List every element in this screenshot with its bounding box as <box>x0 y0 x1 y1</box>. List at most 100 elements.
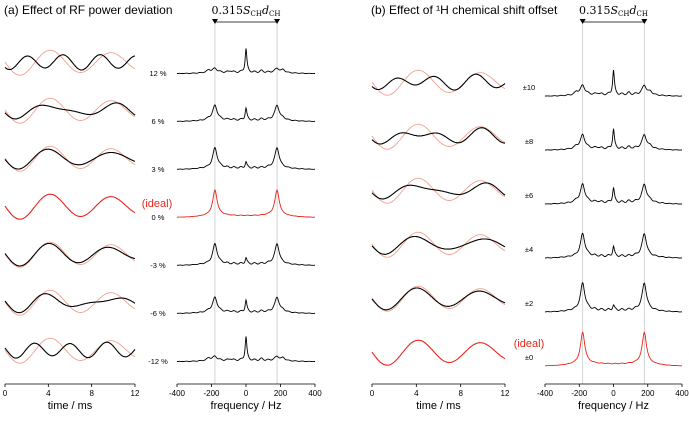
row-label: ±0 <box>525 353 533 362</box>
frequency-tick-label: 0 <box>611 389 616 398</box>
row-3: 0 % (ideal) <box>4 189 315 222</box>
row-label: 12 % <box>149 69 166 78</box>
row-6: -12 % <box>4 336 316 366</box>
spectrum-experiment <box>176 48 316 75</box>
time-tick-label: 4 <box>414 389 419 398</box>
row-2: ±6 <box>371 177 682 205</box>
time-tick-label: 0 <box>370 389 375 398</box>
time-curve-experiment <box>4 148 136 170</box>
time-axis-label: time / ms <box>48 400 93 412</box>
row-0: 12 % <box>4 48 316 78</box>
spectrum-ideal <box>545 331 682 367</box>
coupling-arrow-head-left <box>211 19 218 24</box>
time-curve-simulation <box>4 49 136 76</box>
row-label: -3 % <box>150 261 166 270</box>
time-curve-simulation <box>371 69 506 96</box>
spectrum-ideal <box>177 189 315 218</box>
time-curve-experiment <box>371 73 506 91</box>
spectrum-experiment <box>544 183 682 205</box>
time-curve-experiment <box>4 242 136 267</box>
time-curve-simulation <box>371 177 506 204</box>
time-axis: 0 4 8 12 time / ms <box>370 383 510 412</box>
time-tick-label: 12 <box>131 389 140 398</box>
time-tick-label: 0 <box>3 389 8 398</box>
frequency-tick-label: -400 <box>537 389 554 398</box>
time-tick-label: 8 <box>89 389 94 398</box>
frequency-tick-label: -400 <box>169 389 186 398</box>
row-label: ±6 <box>525 191 533 200</box>
spectrum-experiment <box>177 146 315 170</box>
frequency-tick-label: 200 <box>641 389 655 398</box>
time-curve-experiment <box>371 235 506 255</box>
coupling-arrow-head-right <box>641 19 648 24</box>
frequency-tick-label: 0 <box>244 389 249 398</box>
time-curve-simulation <box>371 231 506 258</box>
frequency-tick-label: 200 <box>274 389 288 398</box>
time-axis-label: time / ms <box>416 400 461 412</box>
spectrum-experiment <box>177 242 315 266</box>
row-label: 0 % <box>152 213 165 222</box>
spectrum-experiment <box>177 296 315 314</box>
time-curve-simulation <box>4 145 136 172</box>
row-1: 6 % <box>4 97 315 126</box>
time-curve-ideal <box>371 339 506 366</box>
row-2: 3 % <box>4 145 315 174</box>
time-curve-simulation <box>4 337 136 364</box>
time-curve-experiment <box>4 102 136 120</box>
row-label: 6 % <box>152 117 165 126</box>
ideal-label: (ideal) <box>514 338 545 350</box>
spectrum-experiment <box>545 281 682 313</box>
coupling-arrow-head-right <box>274 19 281 24</box>
row-4: -3 % <box>4 241 315 270</box>
frequency-tick-label: -200 <box>203 389 220 398</box>
time-curve-simulation <box>4 97 136 124</box>
spectrum-experiment <box>177 104 315 122</box>
row-5: ±0 (ideal) <box>371 331 682 367</box>
row-3: ±4 <box>371 231 683 259</box>
row-label: -6 % <box>150 309 166 318</box>
time-curve-experiment <box>371 182 506 200</box>
time-tick-label: 12 <box>501 389 510 398</box>
spectrum-experiment <box>545 232 683 259</box>
row-label: ±4 <box>525 245 533 254</box>
spectrum-experiment <box>545 128 682 151</box>
row-5: -6 % <box>4 289 315 318</box>
frequency-axis: -400 -200 0 200 400 frequency / Hz <box>537 383 689 412</box>
frequency-tick-label: 400 <box>675 389 689 398</box>
panel-b: (b) Effect of ¹H chemical shift offset 0.… <box>370 3 689 412</box>
spectrum-experiment <box>176 336 316 363</box>
time-curve-experiment <box>4 293 136 314</box>
ideal-label: (ideal) <box>142 198 173 210</box>
time-curve-simulation <box>4 241 136 268</box>
panel-title: (b) Effect of ¹H chemical shift offset <box>371 3 558 17</box>
frequency-tick-label: -200 <box>571 389 588 398</box>
time-curve-ideal <box>4 193 136 220</box>
time-tick-label: 8 <box>458 389 463 398</box>
row-1: ±8 <box>371 123 682 151</box>
row-label: ±8 <box>525 137 533 146</box>
coupling-annotation: 0.315SCHdCH <box>211 4 280 18</box>
row-label: 3 % <box>152 165 165 174</box>
row-label: ±2 <box>525 299 533 308</box>
time-tick-label: 4 <box>46 389 51 398</box>
coupling-arrow-head-left <box>579 19 586 24</box>
frequency-axis-label: frequency / Hz <box>211 400 282 412</box>
time-curve-experiment <box>4 341 136 359</box>
coupling-annotation: 0.315SCHdCH <box>579 4 648 18</box>
time-curve-experiment <box>371 127 505 145</box>
frequency-tick-label: 400 <box>308 389 322 398</box>
frequency-axis-label: frequency / Hz <box>578 400 649 412</box>
row-label: -12 % <box>148 357 168 366</box>
time-curve-simulation <box>371 123 506 150</box>
panel-title: (a) Effect of RF power deviation <box>4 3 173 17</box>
time-curve-simulation <box>4 289 136 316</box>
frequency-axis: -400 -200 0 200 400 frequency / Hz <box>169 383 322 412</box>
panel-a: (a) Effect of RF power deviation 0.315SCH… <box>3 3 322 412</box>
row-0: ±10 <box>371 69 682 97</box>
time-axis: 0 4 8 12 time / ms <box>3 383 140 412</box>
row-label: ±10 <box>523 83 535 92</box>
time-curve-experiment <box>4 54 136 71</box>
spectrum-experiment <box>544 69 682 97</box>
time-curve-experiment <box>371 287 506 311</box>
